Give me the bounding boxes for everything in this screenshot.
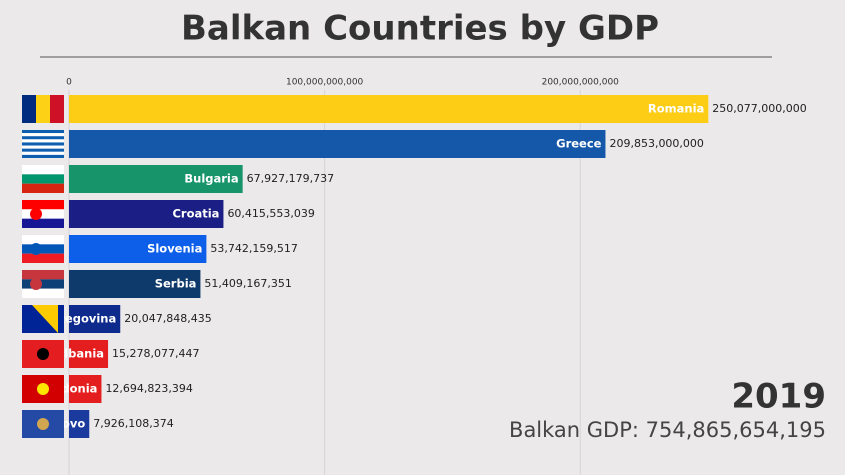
bar-name: Serbia <box>155 277 197 291</box>
flag <box>19 95 64 123</box>
bar-name: zegovina <box>58 312 116 326</box>
bar-name: lbania <box>64 347 104 361</box>
flag-emblem <box>37 348 49 360</box>
flag-stripe <box>22 136 64 140</box>
flag-stripe <box>22 244 64 254</box>
flag-stripe <box>22 209 64 219</box>
flag-stripe <box>22 288 64 298</box>
flag <box>19 200 64 228</box>
flag-stripe <box>22 235 64 245</box>
bar-name: Romania <box>648 102 704 116</box>
flag-emblem <box>30 278 42 290</box>
flag-stripe <box>22 142 64 146</box>
flag-stripe <box>22 218 64 228</box>
bar <box>69 305 121 333</box>
value-label: 20,047,848,435 <box>124 312 211 325</box>
value-label: 67,927,179,737 <box>247 172 334 185</box>
flag-stripe <box>22 151 64 155</box>
flag-stripe <box>22 139 64 143</box>
flag-stripe <box>22 279 64 289</box>
flag-stripe <box>22 133 64 137</box>
year: 2019 <box>731 377 826 417</box>
bar-name: Slovenia <box>147 242 202 256</box>
flag-stripe <box>22 130 64 134</box>
flag-emblem <box>37 418 49 430</box>
bar <box>69 95 709 123</box>
bar <box>69 340 109 368</box>
flag <box>19 410 64 438</box>
flag <box>19 235 64 263</box>
flag-emblem <box>30 208 42 220</box>
value-label: 15,278,077,447 <box>112 347 199 360</box>
flag <box>19 340 64 368</box>
x-tick-label: 200,000,000,000 <box>542 78 620 88</box>
flag <box>19 130 64 158</box>
bar <box>69 130 606 158</box>
value-label: 7,926,108,374 <box>93 417 173 430</box>
x-tick-label: 0 <box>66 78 72 88</box>
flag-stripe <box>36 95 50 123</box>
chart-title: Balkan Countries by GDP <box>181 9 659 49</box>
flag-stripe <box>22 174 64 184</box>
value-label: 12,694,823,394 <box>105 382 192 395</box>
flag <box>19 165 64 193</box>
bar-name: Greece <box>556 137 602 151</box>
flag-stripe <box>22 200 64 210</box>
value-label: 51,409,167,351 <box>204 277 291 290</box>
flag-stripe <box>22 253 64 263</box>
value-label: 209,853,000,000 <box>609 137 703 150</box>
x-tick-label: 100,000,000,000 <box>286 78 364 88</box>
bar <box>69 235 207 263</box>
bar <box>69 410 90 438</box>
total: Balkan GDP: 754,865,654,195 <box>509 418 826 442</box>
flag-triangle <box>32 305 58 333</box>
flag <box>19 305 64 333</box>
value-label: 53,742,159,517 <box>210 242 297 255</box>
bar-name: donia <box>61 382 97 396</box>
flag-stripe <box>22 148 64 152</box>
flag-stripe <box>22 95 36 123</box>
bar-name: Croatia <box>172 207 219 221</box>
value-label: 60,415,553,039 <box>227 207 314 220</box>
flag-stripe <box>22 270 64 280</box>
bar <box>69 165 243 193</box>
flag-stripe <box>22 154 64 158</box>
value-label: 250,077,000,000 <box>712 102 806 115</box>
bar <box>69 200 224 228</box>
flag-emblem <box>30 243 42 255</box>
flag-stripe <box>22 165 64 175</box>
bar-name: Bulgaria <box>184 172 238 186</box>
bar <box>69 270 201 298</box>
flag <box>19 375 64 403</box>
flag-stripe <box>22 145 64 149</box>
bar <box>69 375 102 403</box>
flag <box>19 270 64 298</box>
bar-name: ovo <box>62 417 85 431</box>
flag-emblem <box>37 383 49 395</box>
flag-stripe <box>50 95 64 123</box>
flag-stripe <box>22 183 64 193</box>
